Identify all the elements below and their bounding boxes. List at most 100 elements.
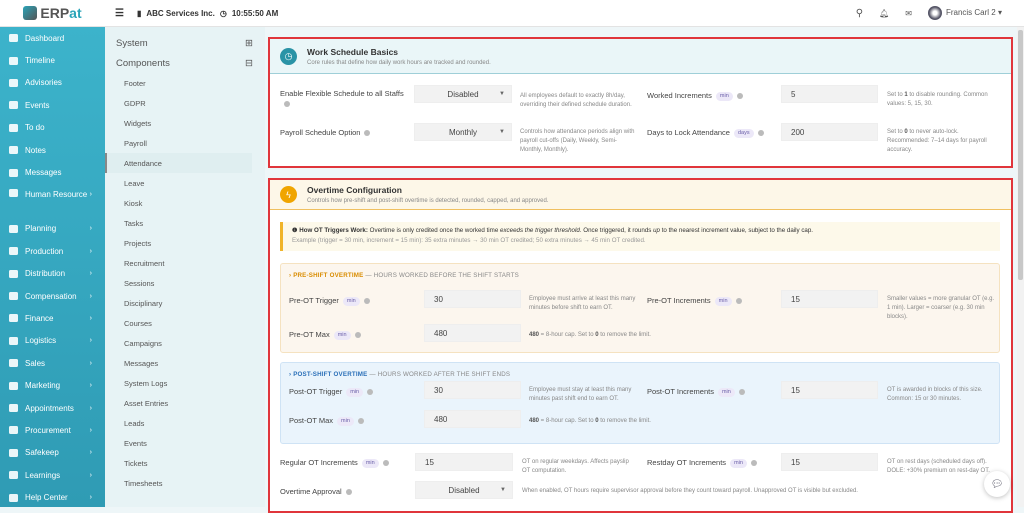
regular-ot-label: Regular OT Increments min <box>280 458 389 468</box>
help-icon[interactable] <box>382 460 389 467</box>
sidebar-item-production[interactable]: Production › <box>0 240 105 262</box>
post-ot-max-input[interactable]: 480 <box>424 410 521 428</box>
subnav-item-courses[interactable]: Courses <box>124 318 152 328</box>
collapse-icon[interactable]: ⊟ <box>245 57 253 69</box>
pre-ot-increments-input[interactable]: 15 <box>781 290 878 308</box>
help-icon[interactable] <box>364 130 371 137</box>
subnav-item-payroll[interactable]: Payroll <box>124 138 147 148</box>
sidebar-item-appointments[interactable]: Appointments › <box>0 397 105 419</box>
scrollbar-thumb[interactable] <box>1018 30 1023 280</box>
sidebar-item-logistics[interactable]: Logistics › <box>0 330 105 352</box>
subnav-group-components[interactable]: Components ⊟ <box>105 53 265 73</box>
help-icon[interactable] <box>736 93 743 100</box>
pre-ot-trigger-input[interactable]: 30 <box>424 290 521 308</box>
subnav-item-timesheets[interactable]: Timesheets <box>124 478 163 488</box>
user-name: Francis Carl 2 <box>945 8 996 18</box>
help-icon[interactable] <box>738 389 745 396</box>
subnav-item-disciplinary[interactable]: Disciplinary <box>124 298 163 308</box>
sidebar-item-safekeep[interactable]: Safekeep › <box>0 442 105 464</box>
sidebar-item-label: Procurement <box>25 425 71 435</box>
logo[interactable]: ERP at <box>0 5 105 21</box>
restday-ot-input[interactable]: 15 <box>781 453 878 471</box>
flex-schedule-select[interactable]: Disabled ▼ <box>414 85 512 103</box>
sidebar-item-timeline[interactable]: Timeline <box>0 49 105 71</box>
help-icon[interactable] <box>345 489 352 496</box>
regular-ot-input[interactable]: 15 <box>415 453 513 471</box>
subnav-item-asset-entries[interactable]: Asset Entries <box>124 398 169 408</box>
sidebar-item-messages[interactable]: Messages <box>0 161 105 183</box>
help-icon[interactable] <box>354 332 361 339</box>
payroll-schedule-select[interactable]: Monthly ▼ <box>414 123 512 141</box>
panel-header: ϟ Overtime Configuration Controls how pre… <box>270 180 1011 210</box>
unit-badge: min <box>337 416 354 426</box>
help-icon[interactable] <box>735 298 742 305</box>
sidebar-item-human-resource[interactable]: Human Resource › <box>0 184 105 218</box>
help-icon[interactable] <box>367 389 374 396</box>
logo-icon <box>23 6 38 20</box>
worked-increments-input[interactable]: 5 <box>781 85 878 103</box>
subnav-item-sessions[interactable]: Sessions <box>124 278 155 288</box>
subnav-item-gdpr[interactable]: GDPR <box>124 98 146 108</box>
lock-days-label: Days to Lock Attendance days <box>647 128 764 138</box>
subnav-item-tickets[interactable]: Tickets <box>124 458 148 468</box>
post-ot-trigger-input[interactable]: 30 <box>424 381 521 399</box>
subnav-item-leave[interactable]: Leave <box>124 178 145 188</box>
sidebar-item-events[interactable]: Events <box>0 94 105 116</box>
help-icon[interactable] <box>357 418 364 425</box>
chevron-icon: › <box>289 272 294 279</box>
sidebar-item-learnings[interactable]: Learnings › <box>0 464 105 486</box>
subnav-item-attendance[interactable]: Attendance <box>105 153 252 173</box>
sidebar-item-notes[interactable]: Notes <box>0 139 105 161</box>
ot-approval-help: When enabled, OT hours require superviso… <box>522 488 858 494</box>
subnav-item-projects[interactable]: Projects <box>124 238 152 248</box>
help-icon[interactable] <box>757 130 764 137</box>
subnav-item-recruitment[interactable]: Recruitment <box>124 258 165 268</box>
graduation-cap-icon <box>9 471 18 480</box>
subnav-item-tasks[interactable]: Tasks <box>124 218 144 228</box>
sidebar-item-dashboard[interactable]: Dashboard <box>0 27 105 49</box>
subnav-item-leads[interactable]: Leads <box>124 418 145 428</box>
sidebar-item-sales[interactable]: Sales › <box>0 352 105 374</box>
help-icon[interactable] <box>750 460 757 467</box>
sidebar-item-distribution[interactable]: Distribution › <box>0 263 105 285</box>
panel-title: Overtime Configuration <box>307 185 402 195</box>
company-name[interactable]: ABC Services Inc. <box>146 8 215 18</box>
sidebar-item-procurement[interactable]: Procurement › <box>0 419 105 441</box>
mail-icon[interactable]: ✉ <box>905 8 912 18</box>
help-icon[interactable] <box>363 298 370 305</box>
chevron-right-icon: › <box>89 247 92 255</box>
search-icon[interactable]: ⚲ <box>855 7 864 19</box>
sidebar-item-to-do[interactable]: To do <box>0 117 105 139</box>
scrollbar[interactable] <box>1017 27 1024 507</box>
lock-days-input[interactable]: 200 <box>781 123 878 141</box>
pre-ot-max-input[interactable]: 480 <box>424 324 521 342</box>
subnav-item-kiosk[interactable]: Kiosk <box>124 198 143 208</box>
chart-icon <box>9 381 18 390</box>
subnav-item-events[interactable]: Events <box>124 438 147 448</box>
subnav-item-messages[interactable]: Messages <box>124 358 159 368</box>
sidebar-item-marketing[interactable]: Marketing › <box>0 374 105 396</box>
chat-button[interactable]: 💬︎ <box>984 471 1010 497</box>
sidebar-item-label: Logistics <box>25 336 57 346</box>
help-icon[interactable] <box>284 101 290 108</box>
sidebar-item-compensation[interactable]: Compensation › <box>0 285 105 307</box>
subnav-item-system-logs[interactable]: System Logs <box>124 378 168 388</box>
sidebar-item-help-center[interactable]: Help Center › <box>0 486 105 508</box>
sidebar-item-planning[interactable]: Planning › <box>0 218 105 240</box>
chevron-icon: › <box>289 371 294 378</box>
expand-icon[interactable]: ⊞ <box>245 37 253 49</box>
post-ot-increments-input[interactable]: 15 <box>781 381 878 399</box>
menu-toggle-icon[interactable]: ☰ <box>115 7 124 19</box>
ot-approval-select[interactable]: Disabled ▼ <box>415 481 513 499</box>
chevron-right-icon: › <box>89 292 92 300</box>
subnav-item-widgets[interactable]: Widgets <box>124 118 152 128</box>
user-menu[interactable]: Francis Carl 2 ▾ <box>927 6 1002 20</box>
subnav-item-footer[interactable]: Footer <box>124 78 146 88</box>
sidebar-item-label: Timeline <box>25 56 55 66</box>
subnav-group-system[interactable]: System ⊞ <box>105 33 265 53</box>
subnav-item-campaigns[interactable]: Campaigns <box>124 338 162 348</box>
section-description: — HOURS WORKED AFTER THE SHIFT ENDS <box>367 371 511 378</box>
sidebar-item-advisories[interactable]: Advisories <box>0 72 105 94</box>
sidebar-item-finance[interactable]: Finance › <box>0 307 105 329</box>
bell-icon[interactable]: 🔔︎ <box>879 8 890 18</box>
